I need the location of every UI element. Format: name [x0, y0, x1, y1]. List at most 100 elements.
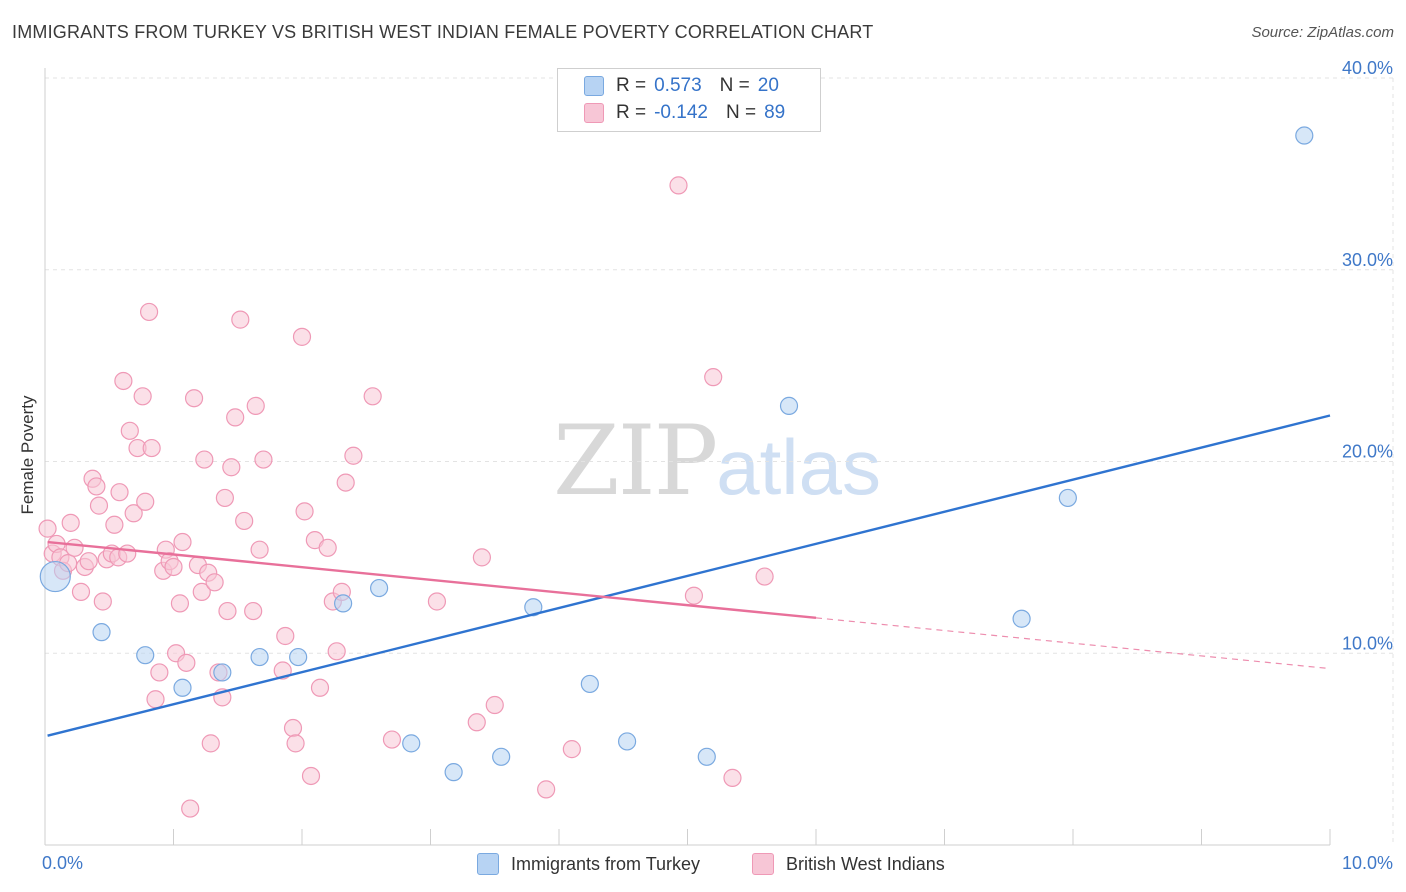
bottom-legend-bwi: British West Indians [752, 852, 945, 876]
bwi-point [136, 492, 155, 511]
turkey-point [92, 623, 111, 642]
tick-labels: 10.0% 20.0% 30.0% 40.0% 0.0% 10.0% [42, 58, 1393, 873]
bwi-point [222, 458, 241, 477]
bwi-point [250, 540, 269, 559]
bwi-point [201, 734, 220, 753]
bwi-point [184, 389, 204, 408]
turkey-point [580, 674, 599, 694]
legend-r-value-turkey: 0.573 [654, 75, 702, 96]
bottom-legend-label-turkey: Immigrants from Turkey [511, 853, 701, 874]
turkey-point [334, 594, 353, 613]
turkey-point [173, 678, 192, 697]
legend-r-value-bwi: -0.142 [654, 102, 708, 123]
bwi-point [118, 544, 137, 563]
turkey-point [289, 647, 308, 667]
bwi-point [195, 450, 214, 469]
bwi-point [254, 450, 273, 469]
bwi-point [110, 483, 129, 502]
bwi-point [292, 327, 312, 346]
turkey-point [779, 396, 799, 415]
bwi-point [427, 592, 447, 611]
bwi-point [71, 582, 91, 601]
bottom-legend-turkey: Immigrants from Turkey [477, 852, 700, 876]
bottom-legend-label-bwi: British West Indians [786, 853, 945, 874]
bwi-point [124, 504, 143, 523]
turkey-point [402, 734, 421, 753]
bwi-point [295, 502, 314, 521]
bwi-point [173, 532, 192, 552]
bwi-point [146, 690, 165, 709]
legend-row-turkey: R = 0.573 N = 20 [584, 73, 779, 99]
bwi-point [344, 446, 363, 465]
bwi-point [218, 601, 237, 621]
y-tick-label: 20.0% [1342, 442, 1393, 462]
trend-lines [47, 414, 1331, 737]
legend-r-label: R = [616, 102, 647, 123]
bwi-point [276, 626, 295, 646]
turkey-point [136, 646, 155, 665]
bwi-point [150, 663, 169, 682]
watermark-atlas: atlas [716, 423, 881, 511]
legend-n-value-turkey: 20 [757, 75, 779, 96]
bwi-point [318, 538, 337, 557]
bwi-point [215, 488, 234, 508]
bwi-point [142, 438, 161, 458]
legend-row-bwi: R = -0.142 N = 89 [584, 100, 785, 126]
legend-n-value-bwi: 89 [764, 102, 786, 123]
y-tick-label: 10.0% [1342, 633, 1393, 653]
bwi-point [363, 387, 382, 406]
bwi-point [301, 766, 321, 786]
bwi-point [93, 592, 112, 611]
y-tick-label: 40.0% [1342, 58, 1393, 78]
bwi-point [244, 601, 263, 621]
bwi-point [192, 582, 211, 601]
bwi-point [235, 511, 254, 531]
legend-n-label: N = [719, 75, 750, 96]
watermark-zip: ZIP [553, 405, 718, 517]
bwi-point [177, 653, 196, 672]
bwi-point [164, 557, 183, 577]
bwi-trend-line-extrapolated [815, 617, 1331, 670]
bwi-point [472, 548, 491, 567]
bwi-point [65, 538, 84, 557]
turkey-point [492, 747, 511, 766]
turkey-point [444, 763, 463, 782]
bwi-point [669, 176, 688, 195]
bwi-point [120, 421, 139, 440]
x-tick-label: 10.0% [1342, 853, 1393, 873]
bottom-legend-swatch-blue [477, 853, 499, 875]
bwi-point [467, 713, 486, 732]
watermark: ZIPatlas [553, 405, 881, 517]
bwi-point [562, 740, 581, 759]
bwi-point [283, 718, 303, 738]
bwi-point [205, 573, 224, 592]
bwi-point [327, 642, 346, 661]
bwi-trend-line [47, 540, 817, 620]
bwi-point [231, 310, 250, 329]
legend-swatch-pink [584, 103, 604, 123]
turkey-point [524, 598, 543, 617]
legend-n-label: N = [725, 102, 757, 123]
legend-swatch-blue [584, 76, 604, 96]
bwi-point [133, 387, 152, 406]
turkey-point [1295, 126, 1314, 145]
bwi-point [87, 477, 106, 496]
turkey-point [1012, 609, 1031, 628]
turkey-point [39, 560, 71, 593]
bwi-point [310, 678, 330, 697]
bwi-point [684, 586, 704, 605]
legend-r-label: R = [616, 75, 647, 96]
bwi-point [336, 473, 355, 492]
correlation-legend: R = 0.573 N = 20 R = -0.142 N = 89 [557, 68, 821, 132]
source-label: Source: ZipAtlas.com [1251, 24, 1394, 41]
bwi-point [114, 371, 133, 391]
axis-layer [44, 68, 1331, 846]
turkey-point [213, 663, 232, 682]
british-west-indians-points [38, 176, 774, 818]
turkey-point [618, 732, 637, 751]
bwi-point [226, 408, 245, 427]
bottom-legend-swatch-pink [752, 853, 774, 875]
chart-title: IMMIGRANTS FROM TURKEY VS BRITISH WEST I… [12, 22, 874, 42]
immigrants-from-turkey-points [39, 126, 1314, 782]
